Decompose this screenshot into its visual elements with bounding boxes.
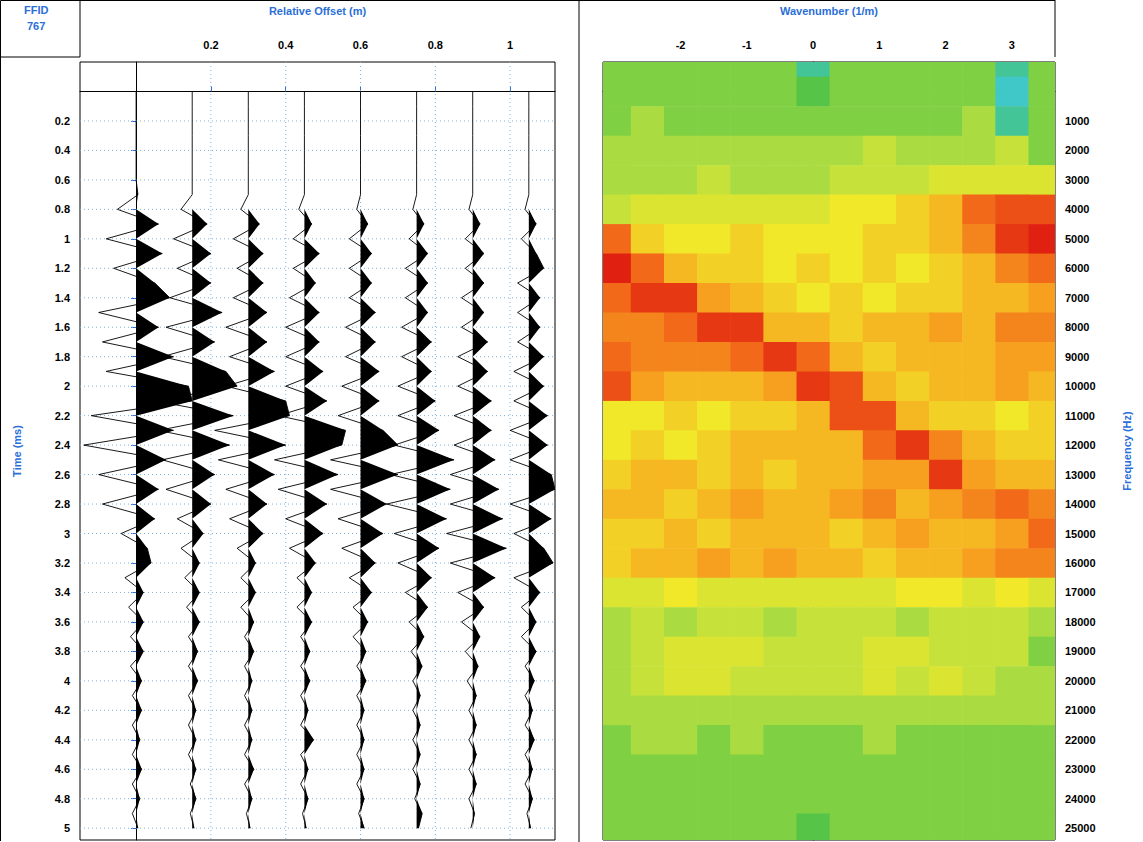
svg-text:0.4: 0.4: [278, 39, 294, 51]
svg-text:0.6: 0.6: [353, 39, 368, 51]
svg-text:10000: 10000: [1065, 380, 1096, 392]
svg-text:3: 3: [64, 528, 70, 540]
svg-text:4: 4: [64, 675, 71, 687]
svg-text:7000: 7000: [1065, 292, 1089, 304]
svg-text:3.8: 3.8: [55, 645, 70, 657]
svg-text:5: 5: [64, 822, 70, 834]
svg-text:1.2: 1.2: [55, 262, 70, 274]
svg-text:2: 2: [943, 39, 949, 51]
svg-text:1: 1: [64, 233, 70, 245]
svg-text:16000: 16000: [1065, 557, 1096, 569]
svg-text:6000: 6000: [1065, 262, 1089, 274]
svg-text:8000: 8000: [1065, 321, 1089, 333]
svg-text:0.2: 0.2: [203, 39, 218, 51]
svg-text:20000: 20000: [1065, 675, 1096, 687]
svg-text:18000: 18000: [1065, 616, 1096, 628]
svg-text:22000: 22000: [1065, 734, 1096, 746]
svg-text:0.6: 0.6: [55, 174, 70, 186]
svg-text:Frequency (Hz): Frequency (Hz): [1121, 411, 1133, 491]
svg-text:1.6: 1.6: [55, 321, 70, 333]
svg-text:1: 1: [507, 39, 513, 51]
svg-text:25000: 25000: [1065, 822, 1096, 834]
svg-text:21000: 21000: [1065, 704, 1096, 716]
svg-text:2.2: 2.2: [55, 410, 70, 422]
svg-text:Wavenumber (1/m): Wavenumber (1/m): [780, 5, 878, 17]
svg-text:4000: 4000: [1065, 203, 1089, 215]
svg-text:1.8: 1.8: [55, 351, 70, 363]
svg-text:3.6: 3.6: [55, 616, 70, 628]
svg-text:2.8: 2.8: [55, 498, 70, 510]
svg-text:3000: 3000: [1065, 174, 1089, 186]
svg-text:2.4: 2.4: [55, 439, 71, 451]
svg-text:1.4: 1.4: [55, 292, 71, 304]
svg-text:2.6: 2.6: [55, 469, 70, 481]
svg-text:4.6: 4.6: [55, 763, 70, 775]
svg-text:23000: 23000: [1065, 763, 1096, 775]
svg-text:13000: 13000: [1065, 469, 1096, 481]
svg-text:-2: -2: [676, 39, 686, 51]
svg-text:0.8: 0.8: [428, 39, 443, 51]
svg-text:Time (ms): Time (ms): [11, 425, 23, 477]
svg-text:19000: 19000: [1065, 645, 1096, 657]
svg-text:0.8: 0.8: [55, 203, 70, 215]
svg-text:14000: 14000: [1065, 498, 1096, 510]
svg-text:0: 0: [810, 39, 816, 51]
svg-text:3: 3: [1009, 39, 1015, 51]
svg-text:15000: 15000: [1065, 528, 1096, 540]
svg-text:9000: 9000: [1065, 351, 1089, 363]
svg-text:FFID: FFID: [24, 4, 48, 16]
svg-text:12000: 12000: [1065, 439, 1096, 451]
svg-text:3.4: 3.4: [55, 586, 71, 598]
svg-text:767: 767: [27, 20, 45, 32]
svg-text:0.4: 0.4: [55, 144, 71, 156]
svg-text:17000: 17000: [1065, 586, 1096, 598]
svg-text:5000: 5000: [1065, 233, 1089, 245]
svg-text:0.2: 0.2: [55, 115, 70, 127]
svg-text:4.8: 4.8: [55, 793, 70, 805]
svg-text:Relative Offset (m): Relative Offset (m): [269, 5, 367, 17]
svg-text:11000: 11000: [1065, 410, 1095, 422]
svg-text:1000: 1000: [1065, 115, 1089, 127]
svg-text:4.4: 4.4: [55, 734, 71, 746]
svg-text:3.2: 3.2: [55, 557, 70, 569]
svg-text:1: 1: [876, 39, 882, 51]
svg-text:24000: 24000: [1065, 793, 1096, 805]
svg-text:2000: 2000: [1065, 144, 1089, 156]
svg-text:4.2: 4.2: [55, 704, 70, 716]
svg-text:2: 2: [64, 380, 70, 392]
svg-text:-1: -1: [742, 39, 752, 51]
